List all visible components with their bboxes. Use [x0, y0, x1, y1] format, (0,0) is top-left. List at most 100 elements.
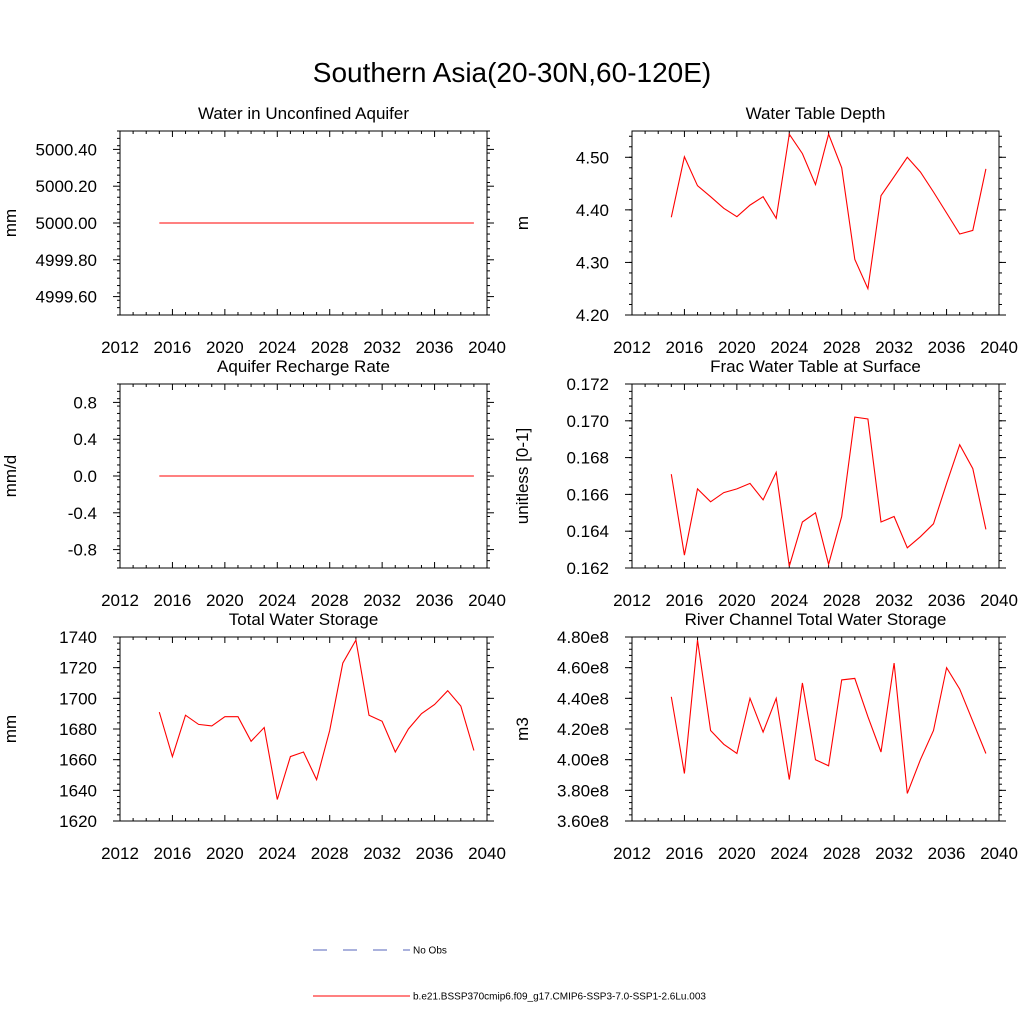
x-tick-label: 2040: [980, 338, 1018, 357]
y-tick-label: 4.40: [576, 201, 609, 220]
x-tick-label: 2028: [311, 338, 349, 357]
y-tick-label: 1620: [59, 812, 97, 831]
y-tick-label: 3.80e8: [557, 781, 609, 800]
x-tick-label: 2028: [823, 591, 861, 610]
y-tick-label: 0.0: [73, 467, 97, 486]
chart-panel-6: River Channel Total Water Storage m3 2012 2…: [513, 610, 1018, 863]
x-tick-label: 2016: [154, 844, 192, 863]
x-tick-label: 2012: [101, 591, 139, 610]
x-tick-label: 2040: [468, 591, 506, 610]
y-tick-label: 4999.60: [36, 288, 97, 307]
panel-title: Water Table Depth: [746, 104, 886, 123]
x-tick-label: 2020: [206, 338, 244, 357]
x-tick-label: 2024: [258, 591, 296, 610]
y-tick-label: 1740: [59, 628, 97, 647]
y-tick-label: 3.60e8: [557, 812, 609, 831]
x-tick-label: 2036: [928, 591, 966, 610]
legend: No Obs b.e21.BSSP370cmip6.f09_g17.CMIP6-…: [313, 946, 706, 1003]
x-tick-label: 2016: [154, 591, 192, 610]
chart-panel-3: Aquifer Recharge Rate mm/d 2012 2016 2020 202…: [1, 357, 506, 610]
x-tick-label: 2036: [416, 844, 454, 863]
legend-label-no-obs: No Obs: [413, 946, 447, 957]
x-tick-label: 2024: [770, 591, 808, 610]
x-tick-label: 2012: [613, 338, 651, 357]
x-tick-label: 2032: [363, 591, 401, 610]
y-tick-label: 0.162: [566, 559, 609, 578]
y-axis-label: mm: [1, 715, 20, 743]
y-tick-label: 1660: [59, 751, 97, 770]
x-tick-label: 2028: [311, 844, 349, 863]
y-tick-label: 4.00e8: [557, 751, 609, 770]
series-line-1: [670, 640, 987, 794]
series-line-1: [670, 132, 987, 291]
y-tick-label: 0.172: [566, 375, 609, 394]
y-tick-label: 0.166: [566, 485, 609, 504]
panel-title: Water in Unconfined Aquifer: [198, 104, 409, 123]
x-tick-label: 2016: [666, 591, 704, 610]
y-tick-label: 0.164: [566, 522, 609, 541]
plot-frame: [631, 636, 1000, 822]
x-tick-label: 2032: [875, 591, 913, 610]
y-tick-label: 1640: [59, 781, 97, 800]
x-tick-label: 2024: [770, 338, 808, 357]
x-tick-label: 2028: [311, 591, 349, 610]
x-tick-label: 2020: [718, 591, 756, 610]
legend-label-model: b.e21.BSSP370cmip6.f09_g17.CMIP6-SSP3-7.…: [413, 992, 706, 1003]
x-tick-label: 2020: [718, 338, 756, 357]
y-tick-label: 0.4: [73, 430, 97, 449]
x-tick-label: 2020: [718, 844, 756, 863]
y-tick-label: 4.40e8: [557, 689, 609, 708]
chart-panels: Water in Unconfined Aquifer mm 2012 2016 202…: [1, 104, 1018, 863]
y-tick-label: 0.8: [73, 393, 97, 412]
y-tick-label: 0.170: [566, 412, 609, 431]
y-tick-label: 4999.80: [36, 251, 97, 270]
x-tick-label: 2012: [101, 338, 139, 357]
x-tick-label: 2024: [770, 844, 808, 863]
y-tick-label: 4.50: [576, 148, 609, 167]
y-tick-label: 4.30: [576, 253, 609, 272]
x-tick-label: 2016: [154, 338, 192, 357]
x-tick-label: 2040: [980, 591, 1018, 610]
x-tick-label: 2028: [823, 338, 861, 357]
y-axis-label: mm/d: [1, 455, 20, 498]
x-tick-label: 2036: [928, 844, 966, 863]
x-tick-label: 2020: [206, 844, 244, 863]
y-axis-label: m3: [513, 717, 532, 741]
y-tick-label: 1720: [59, 659, 97, 678]
y-axis-label: mm: [1, 209, 20, 237]
y-tick-label: 5000.00: [36, 214, 97, 233]
plot-frame: [119, 636, 488, 822]
x-tick-label: 2024: [258, 338, 296, 357]
x-tick-label: 2032: [363, 844, 401, 863]
y-tick-label: 4.20: [576, 306, 609, 325]
x-tick-label: 2012: [613, 591, 651, 610]
y-tick-label: 4.80e8: [557, 628, 609, 647]
y-tick-label: 4.60e8: [557, 659, 609, 678]
chart-panel-2: Water Table Depth m 2012 2016 2020 2024 2028 20…: [513, 104, 1018, 357]
y-tick-label: 1700: [59, 689, 97, 708]
x-tick-label: 2032: [875, 338, 913, 357]
panel-title: River Channel Total Water Storage: [685, 610, 947, 629]
series-line-1: [670, 416, 987, 567]
chart-panel-4: Frac Water Table at Surface unitless [0-1…: [513, 357, 1018, 610]
chart-panel-1: Water in Unconfined Aquifer mm 2012 2016 202…: [1, 104, 506, 357]
x-tick-label: 2028: [823, 844, 861, 863]
x-tick-label: 2040: [980, 844, 1018, 863]
x-tick-label: 2040: [468, 338, 506, 357]
chart-panel-5: Total Water Storage mm 2012 2016 2020 2024 202…: [1, 610, 506, 863]
y-tick-label: -0.8: [68, 541, 97, 560]
plot-frame: [631, 130, 1000, 316]
x-tick-label: 2032: [363, 338, 401, 357]
panel-title: Total Water Storage: [229, 610, 379, 629]
panel-title: Frac Water Table at Surface: [710, 357, 921, 376]
x-tick-label: 2036: [928, 338, 966, 357]
series-line-1: [158, 638, 475, 800]
panel-title: Aquifer Recharge Rate: [217, 357, 390, 376]
y-axis-label: m: [513, 216, 532, 230]
x-tick-label: 2032: [875, 844, 913, 863]
y-tick-label: 5000.40: [36, 140, 97, 159]
figure-title: Southern Asia(20-30N,60-120E): [313, 57, 711, 88]
y-tick-label: 4.20e8: [557, 720, 609, 739]
x-tick-label: 2012: [613, 844, 651, 863]
